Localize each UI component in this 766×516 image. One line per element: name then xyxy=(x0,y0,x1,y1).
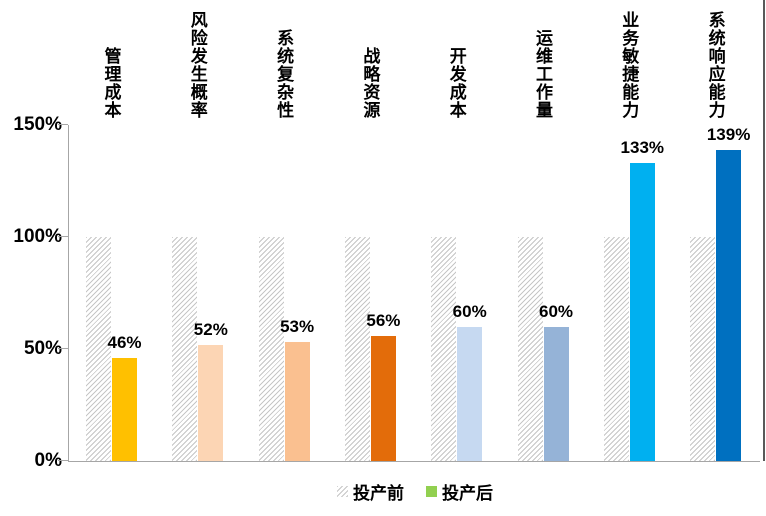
y-axis-line xyxy=(68,125,69,461)
value-label: 46% xyxy=(107,333,142,352)
category-label: 开发成本 xyxy=(446,47,466,119)
category-label: 系统复杂性 xyxy=(274,29,294,119)
right-edge-border xyxy=(763,0,765,461)
bar-before xyxy=(172,237,198,461)
category-label: 系统响应能力 xyxy=(705,11,725,119)
category-label: 业务敏捷能力 xyxy=(619,11,639,119)
value-label: 60% xyxy=(538,302,574,321)
value-label: 56% xyxy=(366,311,401,330)
category-label: 运维工作量 xyxy=(533,29,552,119)
value-label: 60% xyxy=(452,302,487,321)
bar-before xyxy=(86,237,111,461)
value-label: 133% xyxy=(620,138,665,157)
y-tickmark xyxy=(58,124,68,125)
y-tickmark xyxy=(58,348,68,349)
legend-before-label: 投产前 xyxy=(353,483,404,503)
bar-after xyxy=(284,342,310,461)
y-tickmark xyxy=(58,460,68,461)
bar-after xyxy=(543,327,569,461)
bar-before xyxy=(431,237,457,461)
value-label: 139% xyxy=(706,125,751,144)
y-tick-label-0: 0% xyxy=(34,450,62,471)
category-label: 管理成本 xyxy=(101,47,121,119)
bar-after xyxy=(112,358,137,461)
legend-item-before: 投产前 xyxy=(337,479,404,504)
bar-after xyxy=(457,327,483,461)
bar-before xyxy=(258,237,284,461)
legend-after-label: 投产后 xyxy=(442,483,493,503)
bar-after xyxy=(629,163,655,461)
category-label: 风险发生概率 xyxy=(187,11,207,119)
bar-before xyxy=(690,237,716,461)
y-tick-label-100: 100% xyxy=(13,226,62,247)
bar-before xyxy=(603,237,629,461)
bar-after xyxy=(716,150,742,461)
legend: 投产前 投产后 xyxy=(68,479,762,503)
value-label: 53% xyxy=(280,317,315,336)
bar-before xyxy=(344,237,370,461)
value-label: 52% xyxy=(193,320,228,339)
legend-after-swatch-icon xyxy=(426,485,437,497)
y-tick-label-150: 150% xyxy=(13,114,62,135)
bar-after xyxy=(198,345,224,461)
bar-before xyxy=(517,237,543,461)
legend-item-after: 投产后 xyxy=(426,479,493,504)
bar-after xyxy=(370,336,396,461)
y-tick-label-50: 50% xyxy=(23,338,62,359)
x-axis-line xyxy=(68,461,760,462)
category-label: 战略资源 xyxy=(360,47,380,119)
y-tickmark xyxy=(58,236,68,237)
legend-before-swatch-icon xyxy=(337,485,348,497)
